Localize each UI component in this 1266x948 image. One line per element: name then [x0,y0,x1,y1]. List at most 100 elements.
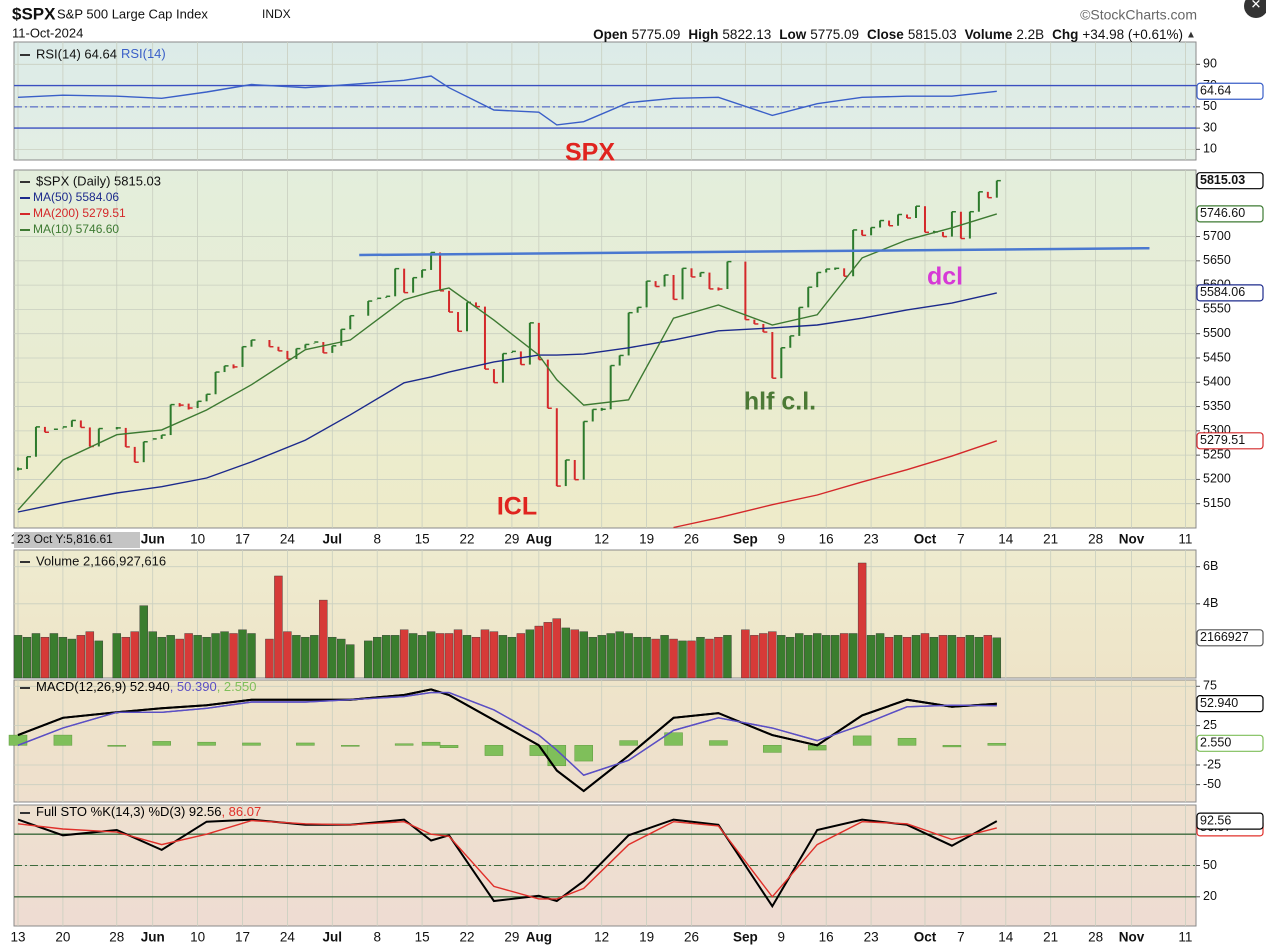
quote-label: High [688,27,718,42]
source: ©StockCharts.com [1080,7,1197,23]
quote-value: 5815.03 [908,27,957,42]
histogram-bar [394,743,414,746]
volume-bar [58,636,68,679]
volume-bar [121,636,130,679]
volume-bar [49,633,59,679]
series-line [17,819,997,900]
volume-bar [139,605,148,679]
volume-bar [956,636,966,679]
volume-bar [552,618,561,679]
volume-bar [983,635,993,679]
volume-bar [561,627,570,679]
histogram-bar [8,734,28,746]
volume-bar [301,636,310,679]
value-tag-label: 2166927 [1200,630,1249,644]
histogram-bar [242,742,261,746]
x-tick-label: 12 [594,532,609,547]
volume-bar [929,636,939,679]
volume-bar [193,635,202,679]
volume-bar [857,562,867,679]
y-tick-label: 20 [1203,889,1217,903]
volume-bar [22,636,32,679]
close-button[interactable] [1244,0,1266,18]
x-tick-label: 26 [684,532,699,547]
histogram-bar [709,740,728,746]
volume-bar [534,625,544,679]
series-line [17,75,997,126]
legend-text: Volume 2,166,927,616 [36,553,166,568]
y-tick-label: 5500 [1203,326,1231,340]
quote-value: 2.2B [1016,27,1044,42]
x-tick-label: 20 [55,930,70,945]
volume-bar [525,629,535,679]
y-tick-label: 5700 [1203,229,1231,243]
x-tick-label: 9 [778,930,786,945]
series-line [17,691,997,776]
x-tick-label: Jun [141,930,165,945]
volume-bar [373,636,382,679]
volume-bar [911,635,921,679]
y-tick-label: 5650 [1203,253,1231,267]
x-tick-label: 7 [957,930,965,945]
x-tick-label: 17 [235,930,250,945]
value-tag-label: 5746.60 [1200,206,1245,220]
volume-bar [830,635,840,679]
symbol: $SPX [12,4,56,23]
volume-bar [13,635,23,679]
x-tick-label: 23 [864,532,879,547]
value-tag [1196,695,1264,713]
volume-bar [588,636,597,679]
volume-bar [453,629,463,679]
legend-entry: , 50.390 [170,679,217,694]
volume-bar [328,636,337,679]
volume-bar [669,638,678,679]
histogram-bar [942,745,962,748]
volume-bar [938,635,948,679]
legend-entry: RSI(14) [121,46,166,61]
x-tick-label: 10 [190,532,205,547]
x-tick-label: Jul [323,532,343,547]
histogram-bar [152,741,171,746]
series-line [17,818,998,909]
volume-bar [85,631,95,679]
x-tick-label: 21 [1043,930,1058,945]
x-tick-label: 28 [109,930,124,945]
volume-bar [94,640,104,679]
x-tick-label: 24 [280,532,296,547]
x-tick-label: 14 [998,532,1014,547]
volume-bar [624,633,633,679]
y-tick-label: 90 [1203,57,1217,71]
quote-value: +34.98 (+0.61%) [1082,27,1183,42]
y-tick-label: 5350 [1203,399,1231,413]
value-tag-label: 5584.06 [1200,285,1245,299]
macd-panel [13,679,1197,803]
legend-entry: MACD(12,26,9) 52.940 [36,679,170,694]
volume-bar [597,635,606,679]
histogram-bar [574,745,593,762]
volume-bar [229,633,238,679]
volume-bar [893,635,903,679]
volume-bar [292,635,301,679]
volume-bar [319,599,328,679]
histogram-bar [341,745,360,747]
volume-bar [283,631,292,679]
y-tick-label: 5250 [1203,447,1231,461]
x-tick-label: 29 [504,930,519,945]
series-line [673,440,998,529]
histogram-bar [107,745,127,747]
cursor-box [14,532,140,548]
histogram-bar [53,734,73,746]
legend-text: RSI(14) 64.64 [36,46,117,61]
legend-text: $SPX (Daily) 5815.03 [36,173,161,188]
volume-bar [759,633,768,679]
marks-layer [8,75,1150,909]
x-tick-label: 12 [594,930,609,945]
value-tag-label: 52.940 [1200,696,1238,710]
close-icon[interactable]: ✕ [1251,0,1262,11]
x-tick-label: Jul [323,930,343,945]
volume-bar [148,631,157,679]
volume-bar [813,633,822,679]
volume-bar [507,636,517,679]
histogram-bar [296,742,315,746]
value-tag-label: 64.64 [1200,84,1231,98]
